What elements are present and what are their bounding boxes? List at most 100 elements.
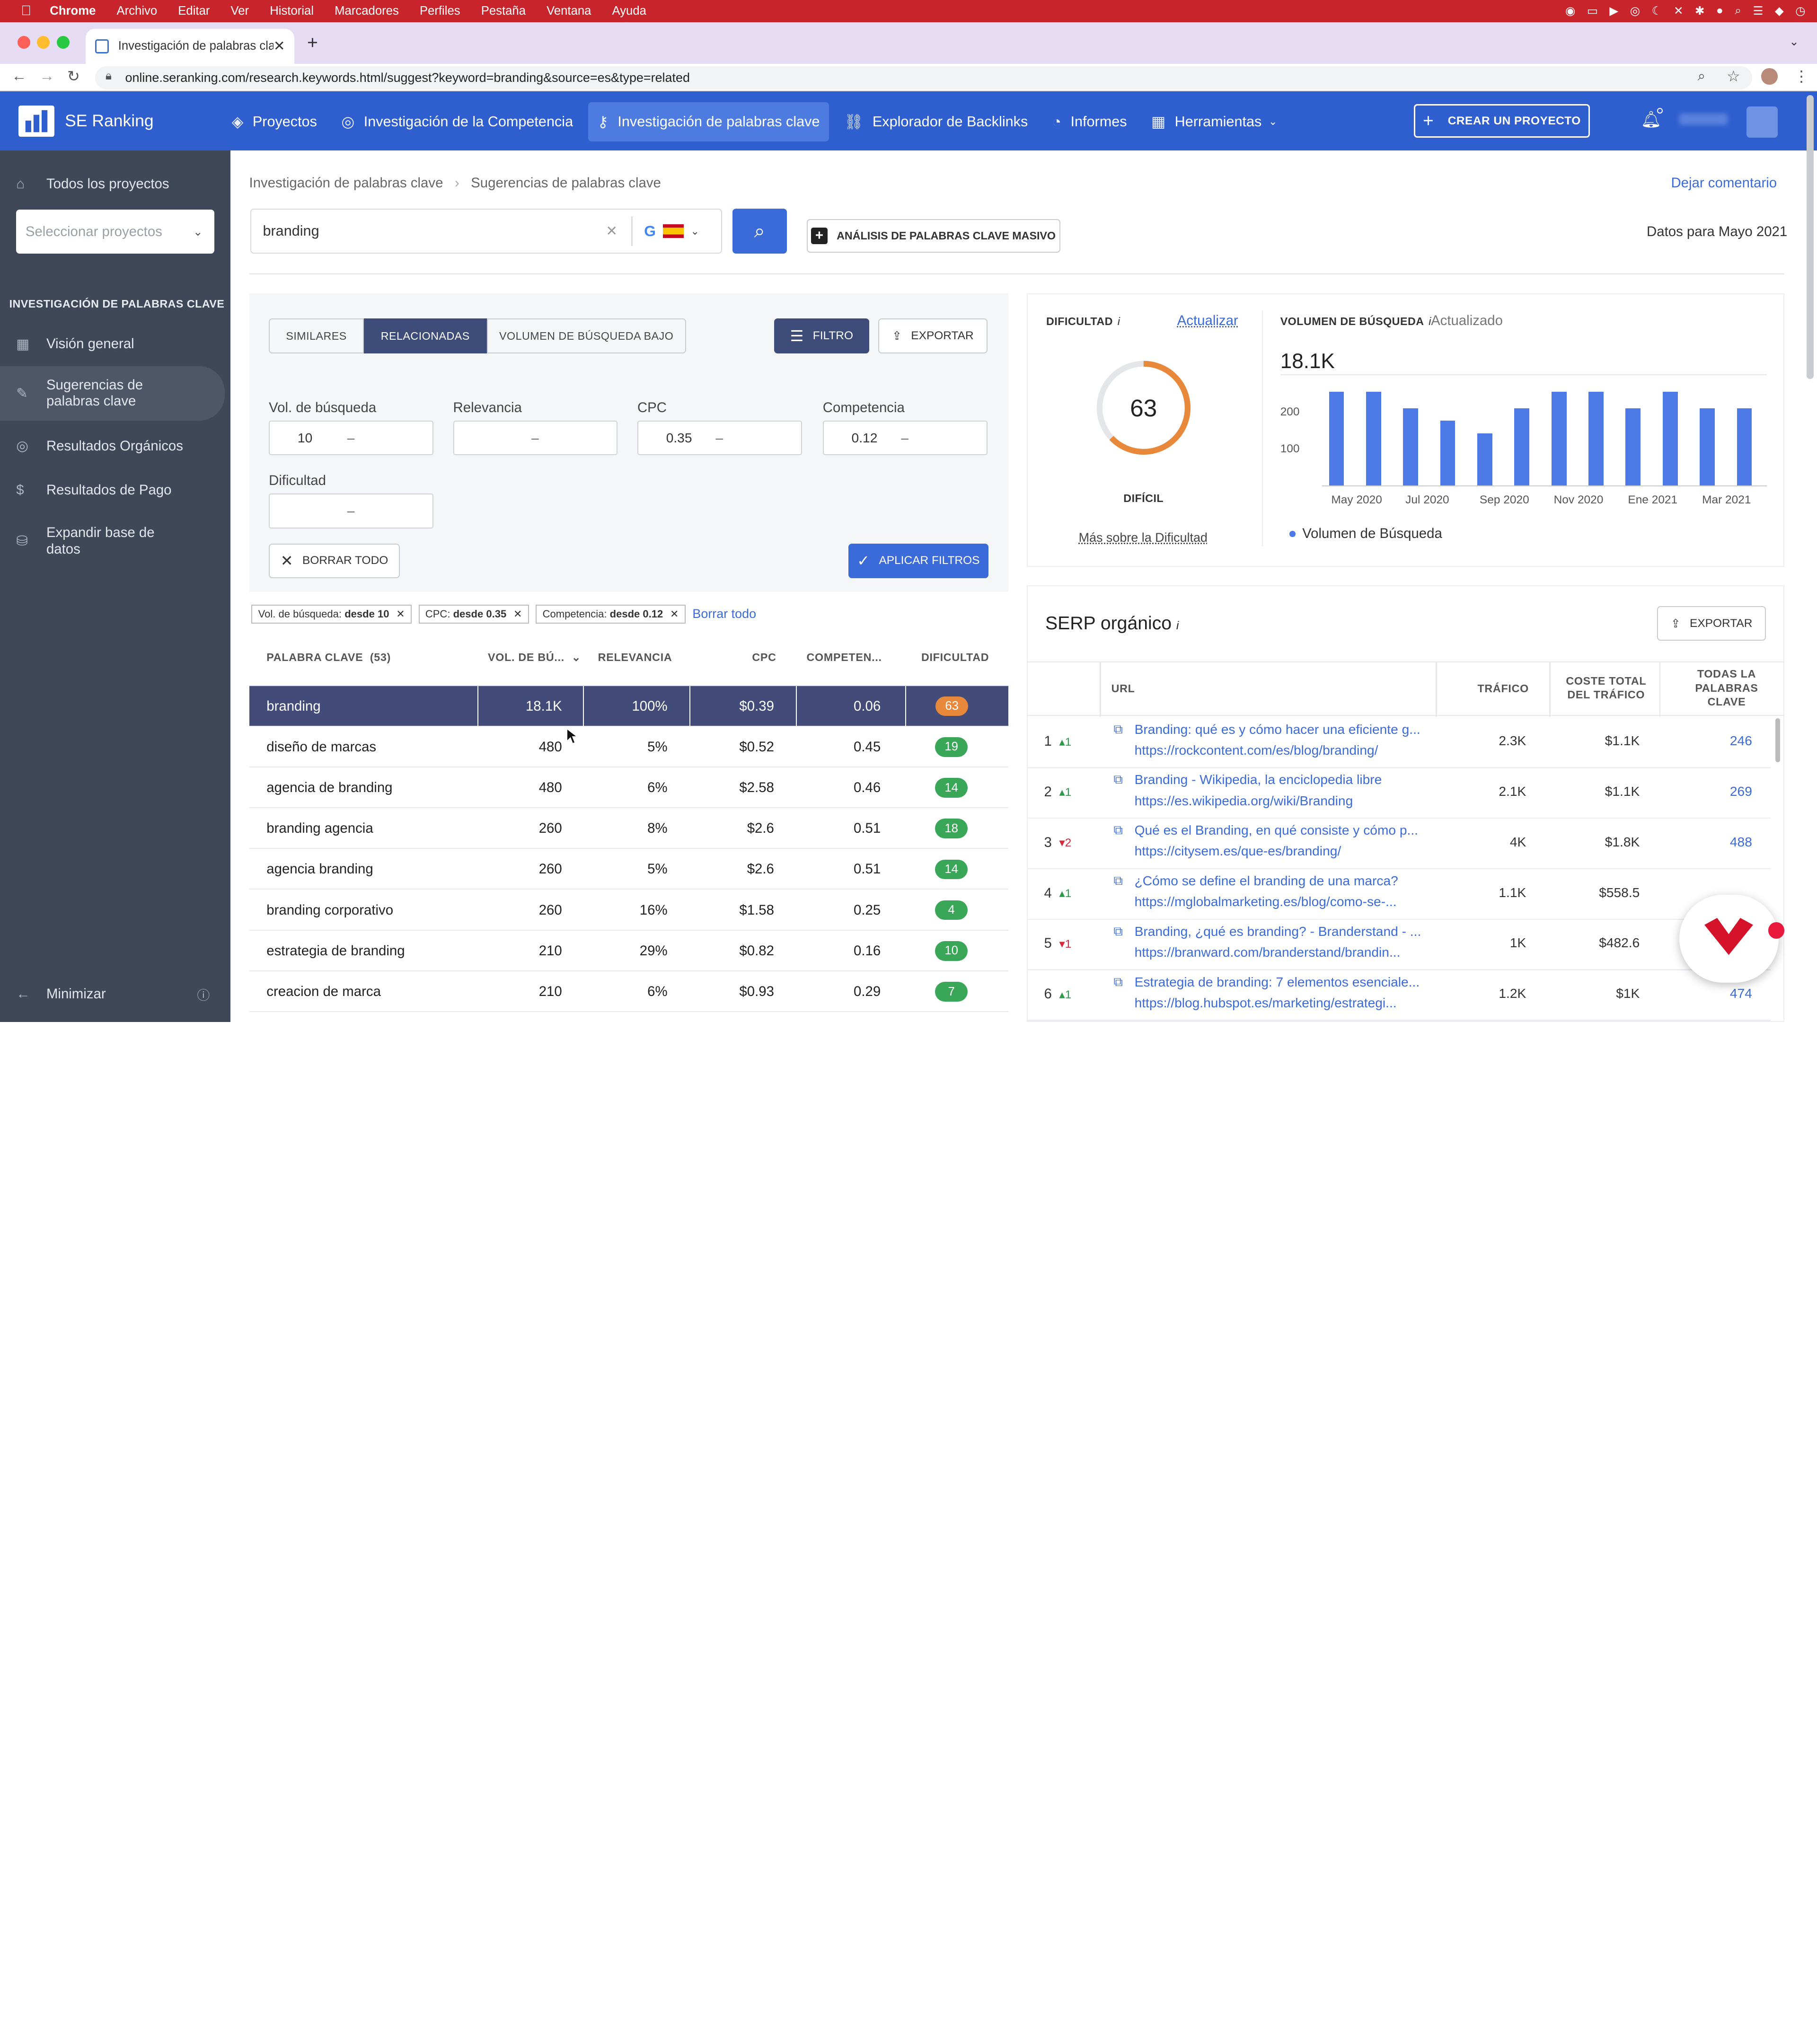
table-row[interactable]: diseño de marcas 480 5% $0.52 0.45 19: [249, 727, 1008, 767]
clear-search-icon[interactable]: ✕: [606, 223, 617, 239]
menu-historial[interactable]: Historial: [259, 4, 314, 18]
chip-close-icon[interactable]: ✕: [670, 608, 679, 620]
volume-bar[interactable]: [1662, 391, 1678, 486]
keyword-cell[interactable]: estrategia de branding: [266, 943, 405, 959]
tab-relacionadas[interactable]: RELACIONADAS: [363, 318, 487, 353]
col-all-keywords[interactable]: TODAS LA PALABRAS CLAVE: [1695, 668, 1758, 708]
browser-tab[interactable]: Investigación de palabras clave ✕: [86, 29, 295, 64]
volume-bar[interactable]: [1588, 391, 1604, 486]
serp-scrollbar[interactable]: [1775, 718, 1780, 763]
menu-marcadores[interactable]: Marcadores: [324, 4, 399, 18]
menu-editar[interactable]: Editar: [168, 4, 210, 18]
col-cpc[interactable]: CPC: [752, 651, 776, 664]
col-url[interactable]: URL: [1111, 682, 1135, 695]
headset-icon[interactable]: ◎: [1630, 5, 1641, 18]
col-traffic-cost[interactable]: COSTE TOTAL DEL TRÁFICO: [1566, 674, 1647, 701]
serp-url-link[interactable]: https://rockcontent.com/es/blog/branding…: [1134, 742, 1378, 758]
chat-widget[interactable]: [1679, 894, 1779, 983]
sidebar-item-all-projects[interactable]: ⌂ Todos los proyectos: [0, 171, 225, 197]
volume-bar[interactable]: [1737, 408, 1752, 486]
external-link-icon[interactable]: ⧉: [1113, 722, 1123, 736]
chips-clear-link[interactable]: Borrar todo: [692, 607, 757, 621]
info-icon[interactable]: i: [1176, 619, 1179, 632]
clear-all-button[interactable]: ✕ BORRAR TODO: [269, 543, 400, 579]
table-row[interactable]: estrategia de branding 210 29% $0.82 0.16 10: [249, 931, 1008, 971]
nav-herramientas[interactable]: ▦ Herramientas ⌄: [1142, 102, 1287, 141]
keyword-cell[interactable]: creacion de marca: [266, 984, 381, 1000]
info-icon[interactable]: i: [1117, 315, 1120, 327]
serp-title-link[interactable]: ¿Cómo se define el branding de una marca…: [1134, 873, 1398, 889]
nav-informes[interactable]: ◔ Informes: [1043, 102, 1136, 141]
tab-similares[interactable]: SIMILARES: [269, 318, 364, 353]
table-row[interactable]: agencia de branding 480 6% $2.58 0.46 14: [249, 767, 1008, 808]
range-from[interactable]: 10: [297, 430, 313, 445]
user-icon[interactable]: ●: [1716, 4, 1723, 18]
nav-competencia[interactable]: ◎ Investigación de la Competencia: [332, 102, 582, 141]
search-button[interactable]: ⌕: [732, 208, 787, 254]
volume-bar[interactable]: [1440, 421, 1455, 486]
bell-icon[interactable]: 🔔︎: [1641, 110, 1662, 129]
col-volume[interactable]: VOL. DE BÚ... ⌄: [488, 651, 581, 664]
serp-url-link[interactable]: https://branward.com/branderstand/brandi…: [1134, 944, 1401, 960]
serp-url-link[interactable]: https://mglobalmarketing.es/blog/como-se…: [1134, 894, 1397, 909]
volume-bar[interactable]: [1366, 391, 1381, 486]
close-tab-icon[interactable]: ✕: [273, 38, 285, 54]
chip-competition[interactable]: Competencia: desde 0.12 ✕: [536, 605, 686, 624]
chrome-menu-icon[interactable]: ⋮: [1794, 68, 1809, 85]
range-from[interactable]: 0.12: [851, 430, 878, 445]
nav-proyectos[interactable]: ◈ Proyectos: [222, 102, 326, 141]
tab-volumen-bajo[interactable]: VOLUMEN DE BÚSQUEDA BAJO: [486, 318, 686, 353]
serp-title-link[interactable]: Branding - Wikipedia, la enciclopedia li…: [1134, 772, 1382, 787]
play-icon[interactable]: ▶: [1609, 5, 1619, 18]
sidebar-item-suggestions[interactable]: ✎ Sugerencias de palabras clave: [0, 366, 225, 421]
mute-icon[interactable]: ✕: [1674, 5, 1684, 18]
volume-bar[interactable]: [1551, 391, 1567, 486]
chip-volume[interactable]: Vol. de búsqueda: desde 10 ✕: [251, 605, 412, 624]
serp-export-button[interactable]: ⇪ EXPORTAR: [1657, 606, 1766, 641]
volume-bar[interactable]: [1403, 408, 1419, 486]
sidebar-item-expand-db[interactable]: ⛁ Expandir base de datos: [0, 524, 225, 558]
serp-title-link[interactable]: Qué es el Branding, en qué consiste y có…: [1134, 823, 1419, 838]
external-link-icon[interactable]: ⧉: [1113, 974, 1123, 989]
search-input[interactable]: branding: [263, 223, 319, 239]
table-row[interactable]: creacion de marca 210 6% $0.93 0.29 7: [249, 971, 1008, 1012]
serp-keywords-link[interactable]: 246: [1729, 733, 1752, 749]
control-center-icon[interactable]: ☰: [1753, 5, 1764, 18]
serp-url-link[interactable]: https://citysem.es/que-es/branding/: [1134, 844, 1341, 859]
minimize-window-icon[interactable]: [37, 35, 50, 49]
lock-icon[interactable]: 🔒︎: [105, 69, 112, 82]
nav-backlinks[interactable]: ⛓ Explorador de Backlinks: [835, 102, 1037, 141]
url-field[interactable]: 🔒︎ online.seranking.com/research.keyword…: [95, 66, 1752, 89]
col-keyword[interactable]: PALABRA CLAVE (53): [266, 651, 391, 664]
external-link-icon[interactable]: ⧉: [1113, 873, 1123, 888]
nav-palabras-clave[interactable]: ⚷ Investigación de palabras clave: [588, 102, 829, 141]
account-avatar[interactable]: [1746, 106, 1778, 138]
table-row[interactable]: branding corporativo 260 16% $1.58 0.25 4: [249, 890, 1008, 931]
col-traffic[interactable]: TRÁFICO: [1477, 682, 1529, 695]
back-icon[interactable]: ←: [11, 67, 27, 85]
breadcrumb-item[interactable]: Investigación de palabras clave: [249, 175, 443, 191]
cast-icon[interactable]: ◉: [1565, 5, 1576, 18]
keyword-cell[interactable]: agencia branding: [266, 861, 373, 877]
refresh-difficulty-link[interactable]: Actualizar: [1177, 312, 1238, 328]
info-icon[interactable]: i: [1429, 315, 1431, 327]
external-link-icon[interactable]: ⧉: [1113, 924, 1123, 938]
volume-bar[interactable]: [1625, 408, 1641, 486]
keyword-cell[interactable]: diseño de marcas: [266, 739, 377, 755]
clock-icon[interactable]: ◷: [1795, 5, 1806, 18]
close-window-icon[interactable]: [17, 35, 30, 49]
new-tab-icon[interactable]: +: [307, 32, 318, 53]
menu-pestana[interactable]: Pestaña: [470, 4, 526, 18]
range-from[interactable]: 0.35: [666, 430, 692, 445]
filter-relevance-range[interactable]: –: [453, 420, 618, 456]
menu-ayuda[interactable]: Ayuda: [601, 4, 646, 18]
chip-close-icon[interactable]: ✕: [396, 608, 405, 620]
filter-cpc-range[interactable]: 0.35 –: [637, 420, 802, 456]
apply-filters-button[interactable]: ✓ APLICAR FILTROS: [848, 543, 988, 579]
serp-title-link[interactable]: Estrategia de branding: 7 elementos esen…: [1134, 974, 1420, 989]
external-link-icon[interactable]: ⧉: [1113, 823, 1123, 837]
serp-title-link[interactable]: Branding, ¿qué es branding? - Brandersta…: [1134, 924, 1421, 939]
apple-icon[interactable]: : [21, 3, 31, 19]
volume-bar[interactable]: [1700, 408, 1715, 486]
forward-icon[interactable]: →: [39, 67, 55, 85]
